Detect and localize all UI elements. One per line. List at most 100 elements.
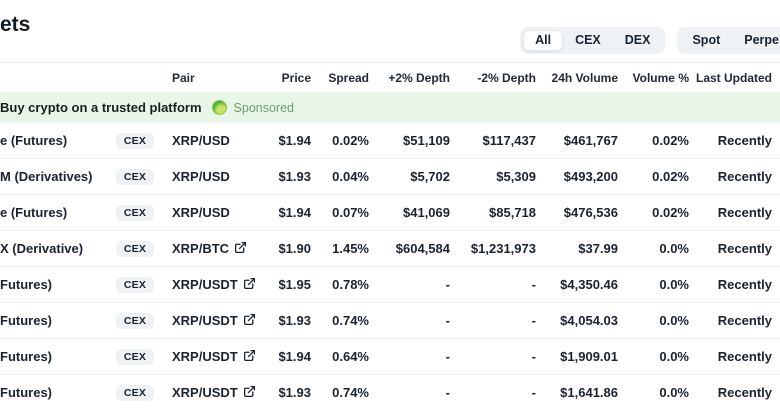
- last-updated-value: Recently: [717, 169, 772, 184]
- external-link-icon[interactable]: [243, 385, 255, 401]
- volume-pct-value: 0.0%: [659, 277, 689, 292]
- header-24h-volume[interactable]: 24h Volume: [551, 70, 618, 85]
- pair-label[interactable]: XRP/BTC: [172, 240, 230, 256]
- minus-2-depth-value: -: [531, 313, 536, 328]
- exchange-type-badge-cell: CEX: [110, 276, 160, 294]
- price-value: $1.90: [278, 241, 311, 256]
- pair-label[interactable]: XRP/USD: [172, 133, 230, 148]
- table-header-row: Pair Price Spread +2% Depth -2% Depth 24…: [0, 63, 780, 93]
- exchange-type-badge-cell: CEX: [110, 168, 160, 186]
- pair-label[interactable]: XRP/USD: [172, 205, 230, 220]
- table-row[interactable]: M (Derivatives) CEX XRP/USD $1.93 0.04% …: [0, 159, 780, 195]
- plus-2-depth-value: -: [445, 385, 450, 400]
- exchange-type-badge-cell: CEX: [110, 348, 160, 366]
- spread-value: 0.04%: [332, 169, 369, 184]
- plus-2-depth-value: -: [445, 277, 450, 292]
- table-row[interactable]: Futures) CEX XRP/USDT $1.95 0.78% - - $4…: [0, 267, 780, 303]
- price-value: $1.93: [278, 169, 311, 184]
- exchange-type-badge-cell: CEX: [110, 312, 160, 330]
- volume-24h-value: $37.99: [578, 241, 618, 256]
- pair-label[interactable]: XRP/USDT: [172, 276, 238, 292]
- exchange-name: Futures): [0, 313, 52, 328]
- external-link-icon[interactable]: [243, 313, 255, 329]
- volume-24h-value: $1,641.86: [560, 385, 618, 400]
- price-value: $1.93: [278, 313, 311, 328]
- last-updated-value: Recently: [717, 277, 772, 292]
- pair-label[interactable]: XRP/USDT: [172, 348, 238, 364]
- filter-spot-button[interactable]: Spot: [680, 30, 732, 51]
- pair-cell: XRP/USD: [160, 133, 255, 148]
- header-volume-pct[interactable]: Volume %: [632, 70, 689, 85]
- pair-cell: XRP/USDT: [160, 349, 255, 365]
- price-value: $1.94: [278, 205, 311, 220]
- cex-badge: CEX: [115, 384, 155, 402]
- header-pair[interactable]: Pair: [172, 70, 195, 85]
- minus-2-depth-value: -: [531, 385, 536, 400]
- exchange-type-badge-cell: CEX: [110, 132, 160, 150]
- table-row[interactable]: Futures) CEX XRP/USDT $1.93 0.74% - - $4…: [0, 303, 780, 339]
- last-updated-value: Recently: [717, 313, 772, 328]
- volume-24h-value: $4,054.03: [560, 313, 618, 328]
- table-row[interactable]: e (Futures) CEX XRP/USD $1.94 0.07% $41,…: [0, 195, 780, 231]
- plus-2-depth-value: -: [445, 313, 450, 328]
- exchange-type-badge-cell: CEX: [110, 204, 160, 222]
- header-last-updated[interactable]: Last Updated: [695, 70, 772, 85]
- market-filter-group: Spot Perpe: [677, 27, 780, 54]
- venue-filter-group: All CEX DEX: [520, 27, 666, 54]
- exchange-type-badge-cell: CEX: [110, 384, 160, 402]
- header-plus-2-depth[interactable]: +2% Depth: [388, 70, 450, 85]
- spread-value: 1.45%: [332, 241, 369, 256]
- pair-label[interactable]: XRP/USDT: [172, 384, 238, 400]
- header-price[interactable]: Price: [281, 70, 311, 85]
- pair-cell: XRP/USD: [160, 169, 255, 184]
- header-minus-2-depth[interactable]: -2% Depth: [477, 70, 536, 85]
- table-row[interactable]: Futures) CEX XRP/USDT $1.94 0.64% - - $1…: [0, 339, 780, 375]
- exchange-name: e (Futures): [0, 133, 68, 148]
- filter-all-button[interactable]: All: [523, 30, 564, 51]
- pair-cell: XRP/USDT: [160, 277, 255, 293]
- filter-bar: All CEX DEX Spot Perpe: [520, 27, 780, 54]
- price-value: $1.93: [278, 385, 311, 400]
- sponsored-row[interactable]: Buy crypto on a trusted platform Sponsor…: [0, 93, 780, 123]
- volume-24h-value: $461,767: [563, 133, 618, 148]
- minus-2-depth-value: $85,718: [489, 205, 536, 220]
- cex-badge: CEX: [115, 276, 155, 294]
- external-link-icon[interactable]: [243, 349, 255, 365]
- last-updated-value: Recently: [717, 385, 772, 400]
- markets-table: Pair Price Spread +2% Depth -2% Depth 24…: [0, 62, 780, 409]
- plus-2-depth-value: $5,702: [410, 169, 450, 184]
- table-row[interactable]: e (Futures) CEX XRP/USD $1.94 0.02% $51,…: [0, 123, 780, 159]
- cex-badge: CEX: [115, 204, 155, 222]
- price-value: $1.94: [278, 133, 311, 148]
- plus-2-depth-value: $604,584: [395, 241, 450, 256]
- pair-cell: XRP/USDT: [160, 313, 255, 329]
- pair-label[interactable]: XRP/USD: [172, 169, 230, 184]
- page-header: ets All CEX DEX Spot Perpe: [0, 0, 780, 62]
- filter-dex-button[interactable]: DEX: [613, 30, 663, 51]
- plus-2-depth-value: -: [445, 349, 450, 364]
- header-spread[interactable]: Spread: [328, 70, 369, 85]
- volume-24h-value: $1,909.01: [560, 349, 618, 364]
- page-title: ets: [0, 13, 31, 36]
- table-row[interactable]: X (Derivative) CEX XRP/BTC $1.90 1.45% $…: [0, 231, 780, 267]
- exchange-name: Futures): [0, 385, 52, 400]
- price-value: $1.95: [278, 277, 311, 292]
- spread-value: 0.74%: [332, 385, 369, 400]
- volume-pct-value: 0.02%: [652, 205, 689, 220]
- minus-2-depth-value: -: [531, 349, 536, 364]
- spread-value: 0.07%: [332, 205, 369, 220]
- filter-cex-button[interactable]: CEX: [563, 30, 613, 51]
- minus-2-depth-value: $5,309: [496, 169, 536, 184]
- external-link-icon[interactable]: [243, 277, 255, 293]
- exchange-name: e (Futures): [0, 205, 68, 220]
- table-row[interactable]: Futures) CEX XRP/USDT $1.93 0.74% - - $1…: [0, 375, 780, 409]
- last-updated-value: Recently: [717, 205, 772, 220]
- green-coin-icon: [211, 100, 227, 115]
- pair-label[interactable]: XRP/USDT: [172, 312, 238, 328]
- external-link-icon[interactable]: [234, 241, 247, 257]
- pair-cell: XRP/USDT: [160, 385, 255, 401]
- filter-perpetuals-button[interactable]: Perpe: [732, 30, 780, 51]
- spread-value: 0.64%: [332, 349, 369, 364]
- pair-cell: XRP/USD: [160, 205, 255, 220]
